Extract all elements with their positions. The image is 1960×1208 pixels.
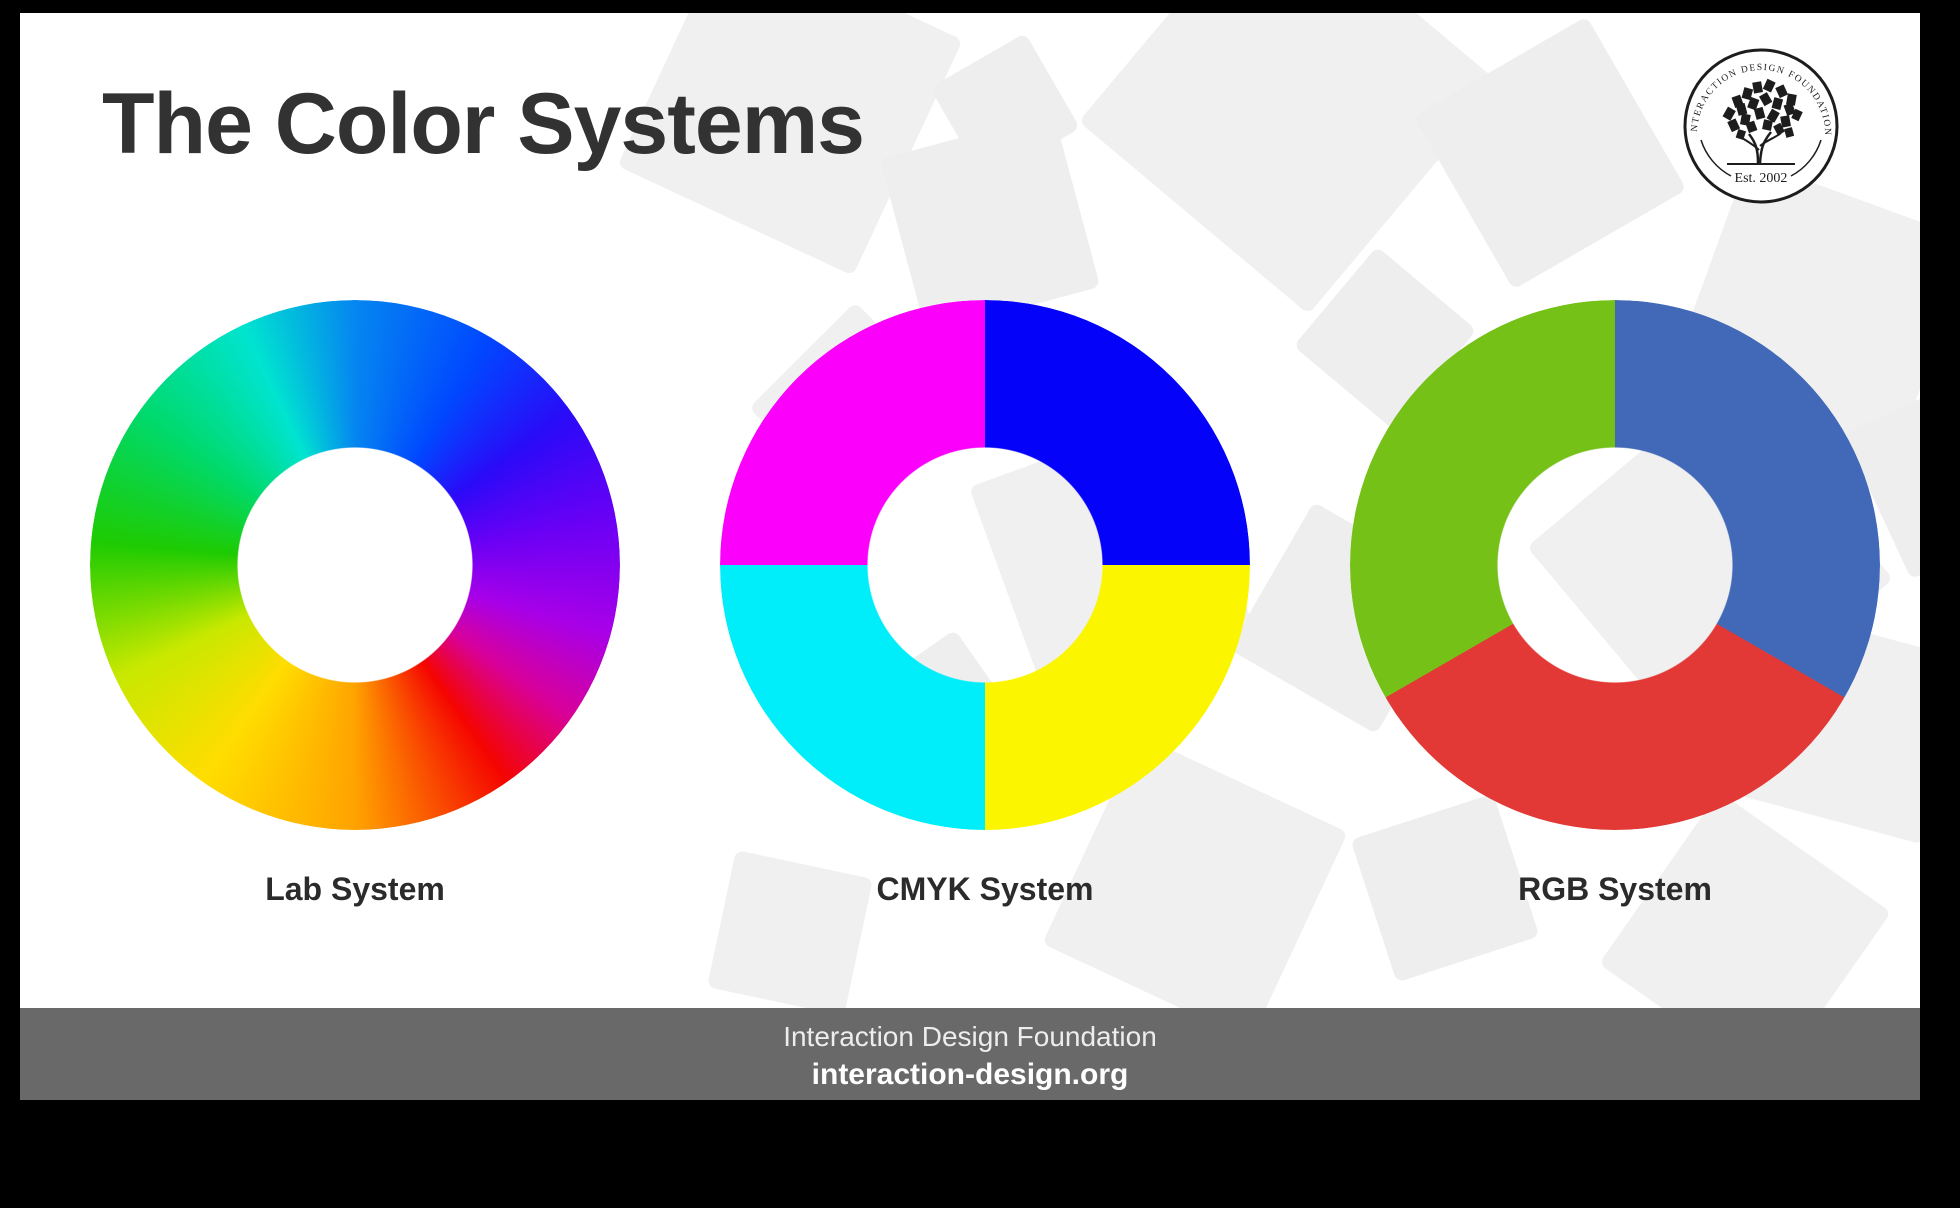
wheel-label-rgb: RGB System [1518,871,1712,907]
page-title: The Color Systems [102,76,865,172]
lab-color-wheel [90,300,620,830]
rgb-color-wheel [1350,300,1880,830]
wheel-label-lab: Lab System [265,871,445,907]
idf-logo: INTERACTION DESIGN FOUNDATION [1679,39,1841,206]
logo-tree-icon [1722,78,1803,164]
cmyk-color-wheel [720,300,1250,830]
bg-shape [1078,13,1502,315]
slide-canvas: The Color Systems INTERACTION DESIGN FOU… [20,13,1920,1008]
wheel-label-cmyk: CMYK System [876,871,1094,907]
logo-circle-border [1683,48,1839,204]
footer-url: interaction-design.org [811,1058,1129,1091]
footer-org-name: Interaction Design Foundation [783,1021,1157,1052]
footer-bar: Interaction Design Foundation interactio… [20,1008,1920,1100]
logo-est-text: Est. 2002 [1735,171,1788,186]
logo-left-arc [1700,139,1732,177]
logo-right-arc [1790,139,1822,177]
